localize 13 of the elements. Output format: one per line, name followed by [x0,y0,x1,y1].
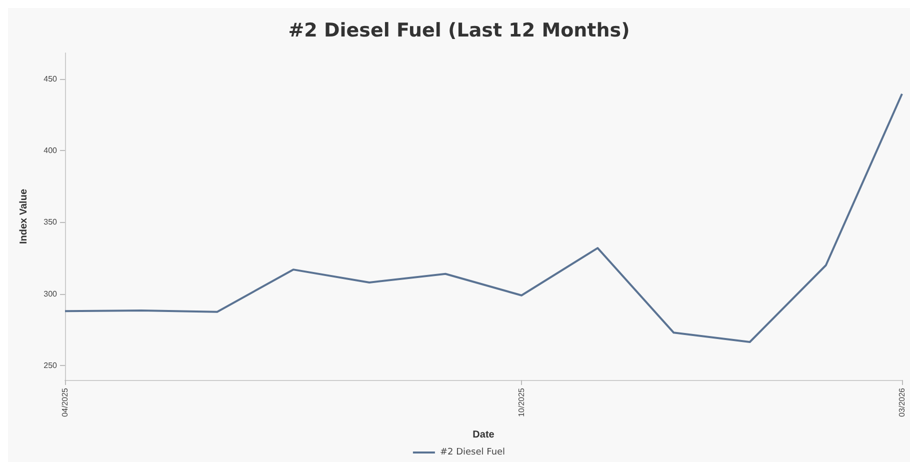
y-axis-title: Index Value [18,188,30,244]
y-tick-label: 450 [44,74,58,84]
line-series [64,92,903,343]
y-tick-label: 300 [44,289,58,298]
y-tick-label: 400 [44,146,58,156]
chart-title: #2 Diesel Fuel (Last 12 Months) [288,20,630,42]
legend-label: #2 Diesel Fuel [440,448,506,458]
x-axis-title: Date [472,430,495,440]
x-tick-label: 10/2025 [517,387,526,417]
x-tick-label: 03/2026 [898,387,906,417]
y-tick-label: 350 [44,218,58,227]
y-tick-label: 250 [44,361,58,370]
x-tick-label: 04/2025 [60,387,70,417]
